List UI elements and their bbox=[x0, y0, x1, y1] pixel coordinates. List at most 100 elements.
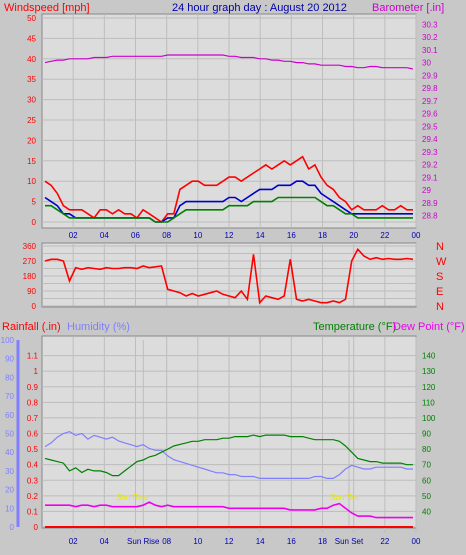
hour-tick-label: 10 bbox=[193, 231, 202, 240]
rain-tick-label: 1.1 bbox=[27, 352, 39, 361]
humidity-tick-label: 20 bbox=[5, 486, 14, 495]
rainfall-header: Rainfall (.in) bbox=[2, 321, 61, 333]
lower-hour-tick-label: 04 bbox=[100, 537, 109, 546]
hour-tick-label: 12 bbox=[225, 231, 234, 240]
wind-tick-label: 25 bbox=[27, 116, 36, 125]
barometer-tick-label: 30.2 bbox=[422, 33, 438, 42]
humidity-tick-label: 70 bbox=[5, 392, 14, 401]
lower-hour-tick-label: 16 bbox=[287, 537, 296, 546]
rain-tick-label: 0.6 bbox=[27, 430, 39, 439]
wind-tick-label: 45 bbox=[27, 34, 36, 43]
hour-tick-label: 02 bbox=[69, 231, 78, 240]
compass-label: N bbox=[436, 241, 444, 253]
compass-label: W bbox=[436, 256, 447, 268]
barometer-series bbox=[44, 54, 414, 70]
gust-series bbox=[44, 155, 413, 224]
rain-tick-label: 0.2 bbox=[27, 492, 39, 501]
humidity-tick-label: 60 bbox=[5, 411, 14, 420]
rain-tick-label: 0.9 bbox=[27, 383, 39, 392]
direction-tick-label: 180 bbox=[23, 272, 37, 281]
barometer-tick-label: 29.2 bbox=[422, 161, 438, 170]
windspeed-header: Windspeed [mph] bbox=[4, 2, 90, 14]
temperature-tick-label: 110 bbox=[422, 398, 435, 407]
lower-hour-tick-label: 00 bbox=[412, 537, 421, 546]
barometer-tick-label: 29.5 bbox=[422, 122, 438, 131]
average-wind-series bbox=[45, 196, 413, 223]
barometer-tick-label: 29.6 bbox=[422, 110, 438, 119]
barometer-tick-label: 29.7 bbox=[422, 97, 438, 106]
hour-tick-label: 20 bbox=[349, 231, 358, 240]
wind-tick-label: 10 bbox=[27, 177, 36, 186]
temperature-tick-label: 70 bbox=[422, 461, 431, 470]
rain-tick-label: 0.3 bbox=[27, 476, 39, 485]
sun-set-label: Sun Set bbox=[330, 493, 359, 502]
barometer-tick-label: 29.9 bbox=[422, 71, 438, 80]
humidity-header: Humidity (%) bbox=[67, 321, 130, 333]
humidity-tick-label: 0 bbox=[10, 523, 15, 532]
barometer-tick-label: 29.1 bbox=[422, 173, 438, 182]
lower-hour-tick-label: 10 bbox=[193, 537, 202, 546]
humidity-tick-label: 40 bbox=[5, 448, 14, 457]
humidity-tick-label: 10 bbox=[5, 504, 14, 513]
humidity-tick-label: 80 bbox=[5, 373, 14, 382]
barometer-tick-label: 30 bbox=[422, 59, 431, 68]
temperature-tick-label: 120 bbox=[422, 383, 436, 392]
barometer-header: Barometer [.in] bbox=[372, 2, 444, 14]
barometer-tick-label: 29.4 bbox=[422, 135, 438, 144]
lower-hour-tick-label: 08 bbox=[162, 537, 171, 546]
wind-tick-label: 5 bbox=[32, 198, 37, 207]
temperature-header: Temperature (°F) bbox=[313, 321, 396, 333]
direction-tick-label: 360 bbox=[23, 242, 37, 251]
barometer-tick-label: 30.1 bbox=[422, 46, 438, 55]
hour-tick-label: 08 bbox=[162, 231, 171, 240]
hour-tick-label: 06 bbox=[131, 231, 140, 240]
graph-title: 24 hour graph day : August 20 2012 bbox=[172, 2, 347, 14]
rain-tick-label: 0 bbox=[34, 523, 39, 532]
temperature-tick-label: 130 bbox=[422, 367, 436, 376]
temperature-tick-label: 140 bbox=[422, 352, 436, 361]
lower-hour-tick-label: 02 bbox=[69, 537, 78, 546]
barometer-tick-label: 29.3 bbox=[422, 148, 438, 157]
temperature-tick-label: 80 bbox=[422, 445, 431, 454]
humidity-tick-label: 50 bbox=[5, 430, 14, 439]
direction-tick-label: 0 bbox=[32, 302, 37, 311]
rain-tick-label: 0.7 bbox=[27, 414, 39, 423]
hour-tick-label: 04 bbox=[100, 231, 109, 240]
hour-tick-label: 22 bbox=[380, 231, 389, 240]
compass-label: S bbox=[436, 271, 443, 283]
compass-label: N bbox=[436, 301, 444, 313]
barometer-tick-label: 28.9 bbox=[422, 199, 438, 208]
lower-hour-tick-label: 18 bbox=[318, 537, 327, 546]
barometer-tick-label: 29 bbox=[422, 186, 431, 195]
hour-tick-label: 14 bbox=[256, 231, 265, 240]
humidity-series bbox=[44, 430, 413, 479]
temperature-tick-label: 100 bbox=[422, 414, 436, 423]
rain-tick-label: 0.5 bbox=[27, 445, 39, 454]
sun-set-tick-label: Sun Set bbox=[335, 537, 364, 546]
rain-tick-label: 0.1 bbox=[27, 507, 39, 516]
lower-hour-tick-label: 22 bbox=[380, 537, 389, 546]
direction-series bbox=[44, 247, 414, 305]
temperature-tick-label: 60 bbox=[422, 476, 431, 485]
hour-tick-label: 18 bbox=[318, 231, 327, 240]
lower-hour-tick-label: 12 bbox=[225, 537, 234, 546]
hour-tick-label: 00 bbox=[412, 231, 421, 240]
rain-tick-label: 1 bbox=[34, 367, 39, 376]
wind-tick-label: 40 bbox=[27, 55, 36, 64]
barometer-tick-label: 28.8 bbox=[422, 212, 438, 221]
temperature-series bbox=[44, 434, 413, 477]
wind-tick-label: 15 bbox=[27, 157, 36, 166]
temperature-tick-label: 40 bbox=[422, 507, 431, 516]
humidity-tick-label: 100 bbox=[1, 336, 15, 345]
wind-tick-label: 35 bbox=[27, 75, 36, 84]
lower-hour-tick-label: 14 bbox=[256, 537, 265, 546]
direction-tick-label: 270 bbox=[23, 257, 37, 266]
barometer-tick-label: 30.3 bbox=[422, 20, 438, 29]
direction-tick-label: 90 bbox=[27, 287, 36, 296]
dewpoint-header: Dew Point (°F) bbox=[393, 321, 465, 333]
barometer-tick-label: 29.8 bbox=[422, 84, 438, 93]
wind-tick-label: 50 bbox=[27, 14, 36, 23]
humidity-tick-label: 30 bbox=[5, 467, 14, 476]
rain-tick-label: 0.4 bbox=[27, 461, 39, 470]
